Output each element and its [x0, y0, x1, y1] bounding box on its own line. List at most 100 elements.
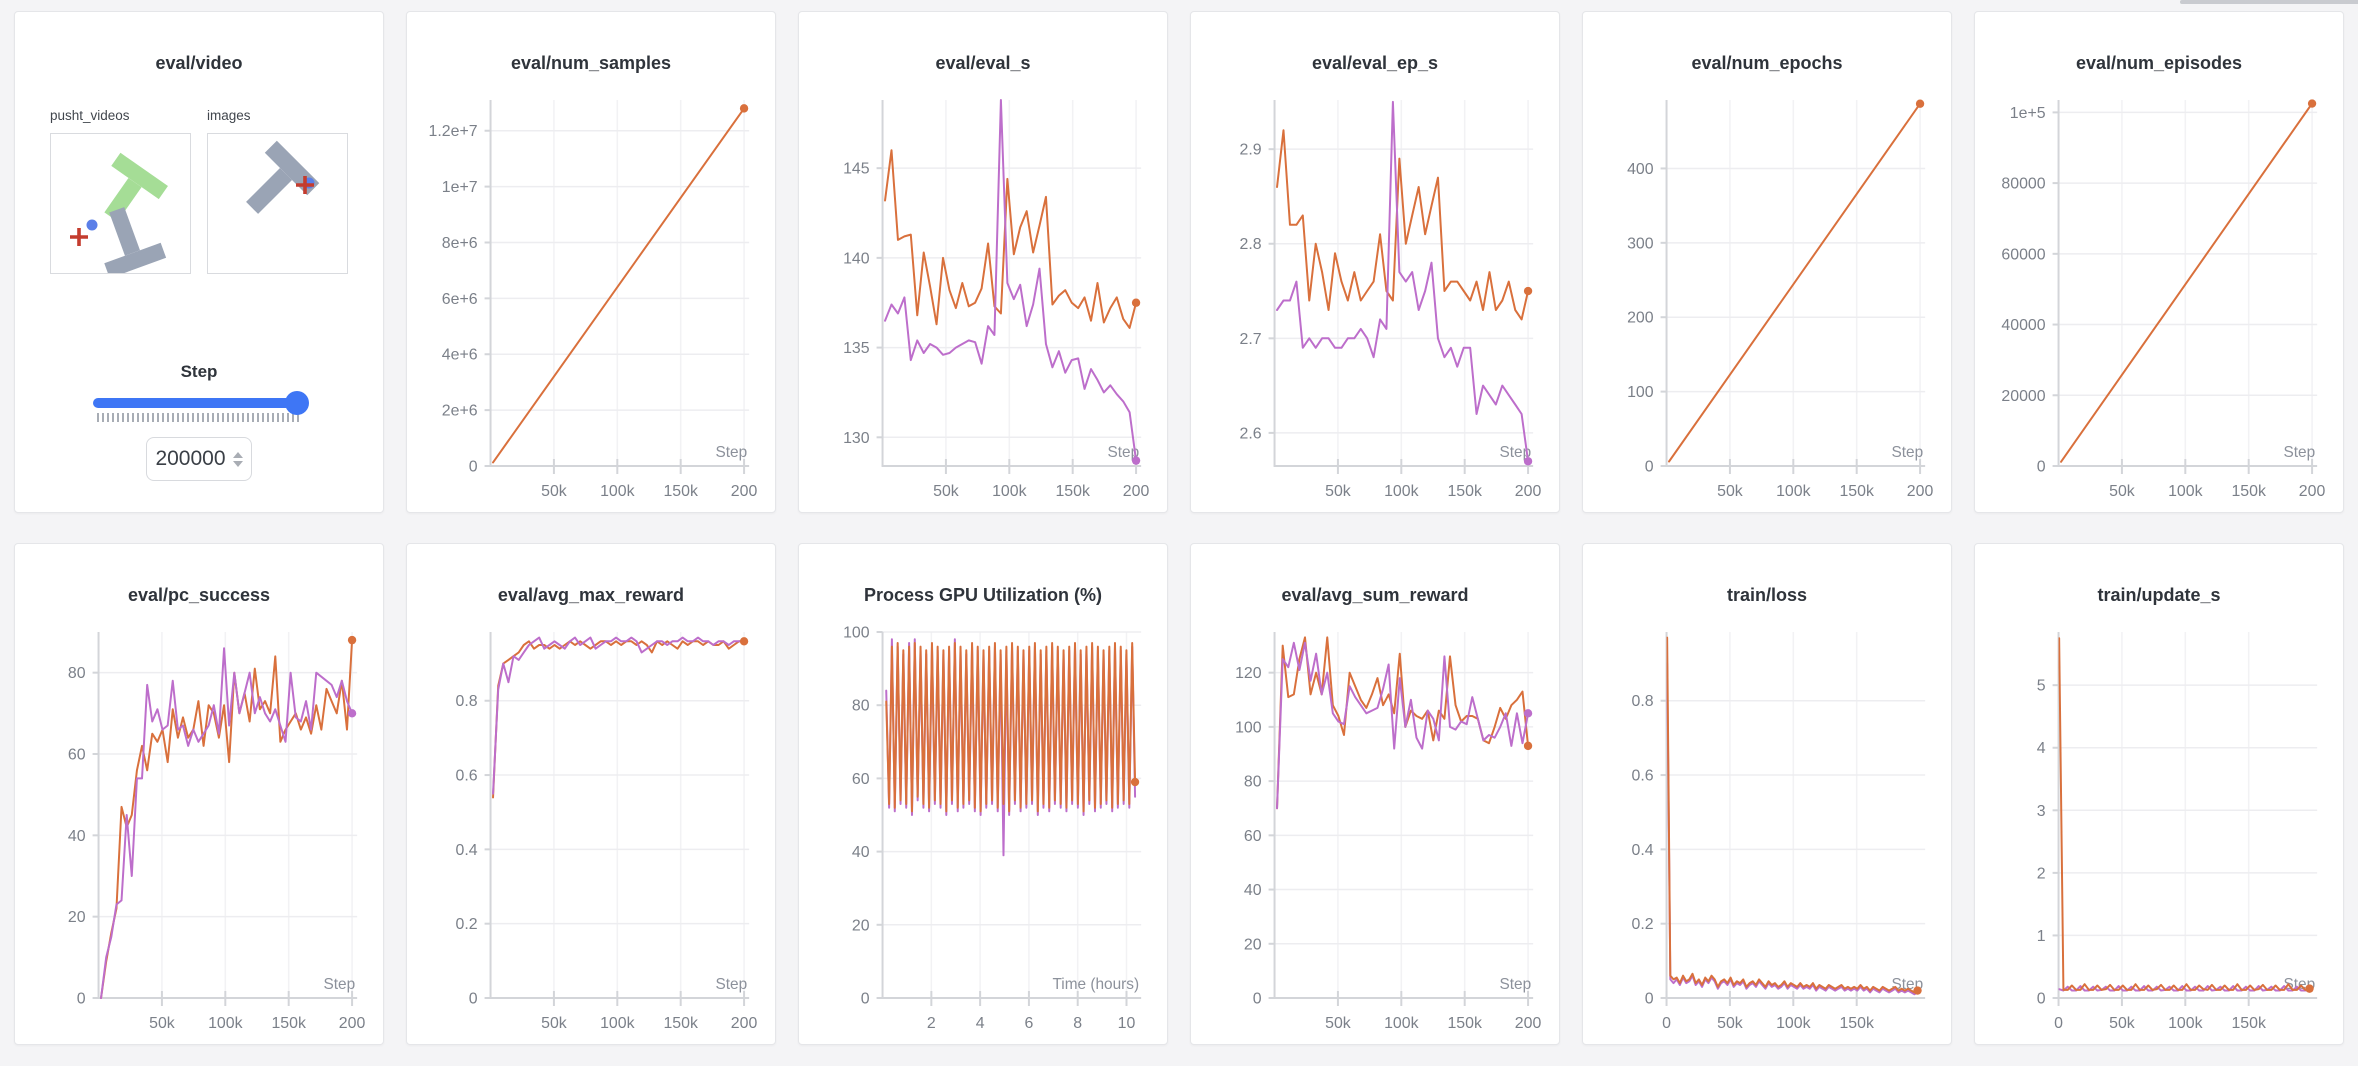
svg-text:200: 200 [731, 1015, 758, 1032]
panel-title: eval/video [155, 53, 243, 73]
svg-text:0: 0 [1662, 1015, 1671, 1032]
svg-text:100: 100 [843, 624, 870, 641]
svg-text:300: 300 [1627, 235, 1654, 252]
step-input[interactable]: 200000 [146, 437, 252, 481]
svg-text:2e+6: 2e+6 [442, 403, 478, 420]
series-end-dot [1523, 286, 1533, 296]
svg-text:150k: 150k [663, 1015, 697, 1032]
chart-panel-avg-max-reward: eval/avg_max_reward 0 0.2 0.4 0.6 0.8 50k 100k 1… [406, 543, 776, 1045]
chart-panel-eval-ep-s: eval/eval_ep_s 2.6 2.7 2.8 2.9 50k 100k 150k 200… [1190, 11, 1560, 513]
svg-text:0.2: 0.2 [456, 916, 478, 933]
svg-text:1.2e+7: 1.2e+7 [429, 123, 478, 140]
slider-track[interactable] [93, 398, 305, 408]
svg-text:2.8: 2.8 [1240, 236, 1262, 253]
svg-text:Step: Step [1499, 976, 1531, 993]
series-end-dot [1523, 457, 1533, 466]
svg-text:Time (hours): Time (hours) [1052, 976, 1139, 993]
svg-text:100k: 100k [1776, 483, 1810, 500]
pusht-videos-thumb[interactable]: pusht_videos [50, 108, 191, 279]
svg-text:60: 60 [68, 746, 86, 763]
images-frame-icon [246, 140, 320, 214]
step-down-icon[interactable] [232, 460, 243, 467]
svg-text:0.8: 0.8 [456, 693, 478, 710]
chart-plot-pc-success[interactable]: 0 20 40 60 80 50k 100k 150k 200 Step [15, 608, 383, 1045]
series-orange-run [1668, 102, 1922, 463]
series-purple-run [492, 636, 746, 795]
chart-panel-pc-success: eval/pc_success 0 20 40 60 80 50k 100k 150k 200 St… [14, 543, 384, 1045]
series-end-dot [1131, 456, 1141, 465]
svg-text:150k: 150k [1839, 483, 1873, 500]
svg-text:150k: 150k [2231, 483, 2265, 500]
series-purple-run [884, 99, 1138, 462]
svg-text:100k: 100k [600, 483, 634, 500]
svg-text:60: 60 [1244, 828, 1262, 845]
svg-text:1e+5: 1e+5 [2010, 105, 2046, 122]
step-input-value[interactable]: 200000 [155, 447, 226, 470]
pusht-video-thumbnail[interactable] [50, 133, 191, 279]
svg-text:100: 100 [1627, 384, 1654, 401]
chart-plot-avg-sum-reward[interactable]: 0 20 40 60 80 100 120 50k 100k 150k 200 Step [1191, 608, 1559, 1045]
chart-plot-num-samples[interactable]: 0 2e+6 4e+6 6e+6 8e+6 1e+7 1.2e+7 50k 100k 150k 20… [407, 76, 775, 513]
svg-text:50k: 50k [2109, 1015, 2135, 1032]
series-purple-run [1276, 641, 1530, 810]
svg-text:100k: 100k [2168, 1015, 2202, 1032]
svg-text:120: 120 [1235, 665, 1262, 682]
svg-text:10: 10 [1118, 1015, 1136, 1032]
svg-text:Step: Step [715, 444, 747, 461]
chart-plot-gpu-util[interactable]: 0 20 40 60 80 100 2 4 6 8 10 Time (hours) [799, 608, 1167, 1045]
chart-title: Process GPU Utilization (%) [863, 585, 1103, 605]
svg-text:80: 80 [1244, 774, 1262, 791]
svg-text:200: 200 [339, 1015, 366, 1032]
svg-text:200: 200 [1515, 483, 1542, 500]
series-end-dot [2305, 984, 2314, 993]
step-slider[interactable] [93, 391, 309, 415]
horizontal-scrollbar[interactable] [2180, 0, 2358, 4]
chart-plot-eval-s[interactable]: 130 135 140 145 50k 100k 150k 200 Step [799, 76, 1167, 513]
images-thumbnail[interactable] [207, 133, 348, 274]
svg-text:100k: 100k [600, 1015, 634, 1032]
panel-grid: eval/video pusht_videos [14, 11, 2344, 1045]
step-up-icon[interactable] [232, 451, 243, 458]
chart-panel-train-update-s: train/update_s 0 1 2 3 4 5 0 50k 100k 150k Step [1974, 543, 2344, 1045]
series-orange-run [1276, 636, 1530, 810]
stepper-arrows[interactable] [232, 451, 243, 467]
chart-panel-gpu-util: Process GPU Utilization (%) 0 20 40 60 80 100 2… [798, 543, 1168, 1045]
images-thumb[interactable]: images [207, 108, 348, 274]
svg-text:20000: 20000 [2001, 388, 2045, 405]
chart-panel-train-loss: train/loss 0 0.2 0.4 0.6 0.8 0 50k 100k 150k Step [1582, 543, 1952, 1045]
series-orange-run [2058, 637, 2311, 991]
svg-text:0: 0 [469, 990, 478, 1007]
chart-panel-eval-s: eval/eval_s 130 135 140 145 50k 100k 150k 200 Ste… [798, 11, 1168, 513]
svg-text:0: 0 [1253, 990, 1262, 1007]
chart-title: eval/num_episodes [2075, 53, 2243, 73]
goal-cross-icon [70, 228, 88, 246]
chart-plot-num-epochs[interactable]: 0 100 200 300 400 50k 100k 150k 200 Step [1583, 76, 1951, 513]
svg-text:100k: 100k [1384, 1015, 1418, 1032]
series-end-dot [347, 635, 357, 645]
svg-text:20: 20 [852, 917, 870, 934]
svg-text:2: 2 [2037, 865, 2046, 882]
chart-plot-avg-max-reward[interactable]: 0 0.2 0.4 0.6 0.8 50k 100k 150k 200 Step [407, 608, 775, 1045]
chart-title: eval/avg_sum_reward [1281, 585, 1469, 605]
svg-text:1e+7: 1e+7 [442, 179, 478, 196]
series-orange-run [884, 149, 1138, 329]
series-end-dot [739, 637, 749, 646]
svg-text:0.6: 0.6 [456, 768, 478, 785]
chart-title: eval/eval_ep_s [1311, 53, 1439, 73]
svg-text:20: 20 [68, 909, 86, 926]
svg-text:60000: 60000 [2001, 246, 2045, 263]
svg-text:150k: 150k [1055, 483, 1089, 500]
svg-text:0.4: 0.4 [1632, 842, 1654, 859]
series-orange-run [1666, 636, 1919, 994]
svg-text:0: 0 [2054, 1015, 2063, 1032]
svg-text:200: 200 [2299, 483, 2326, 500]
series-end-dot [1131, 298, 1141, 307]
chart-title: train/loss [1726, 585, 1808, 605]
chart-plot-eval-ep-s[interactable]: 2.6 2.7 2.8 2.9 50k 100k 150k 200 Step [1191, 76, 1559, 513]
chart-plot-num-episodes[interactable]: 0 20000 40000 60000 80000 1e+5 50k 100k 150k 200 S… [1975, 76, 2343, 513]
slider-thumb[interactable] [285, 391, 309, 415]
images-caption: images [207, 108, 251, 123]
svg-text:50k: 50k [541, 483, 567, 500]
